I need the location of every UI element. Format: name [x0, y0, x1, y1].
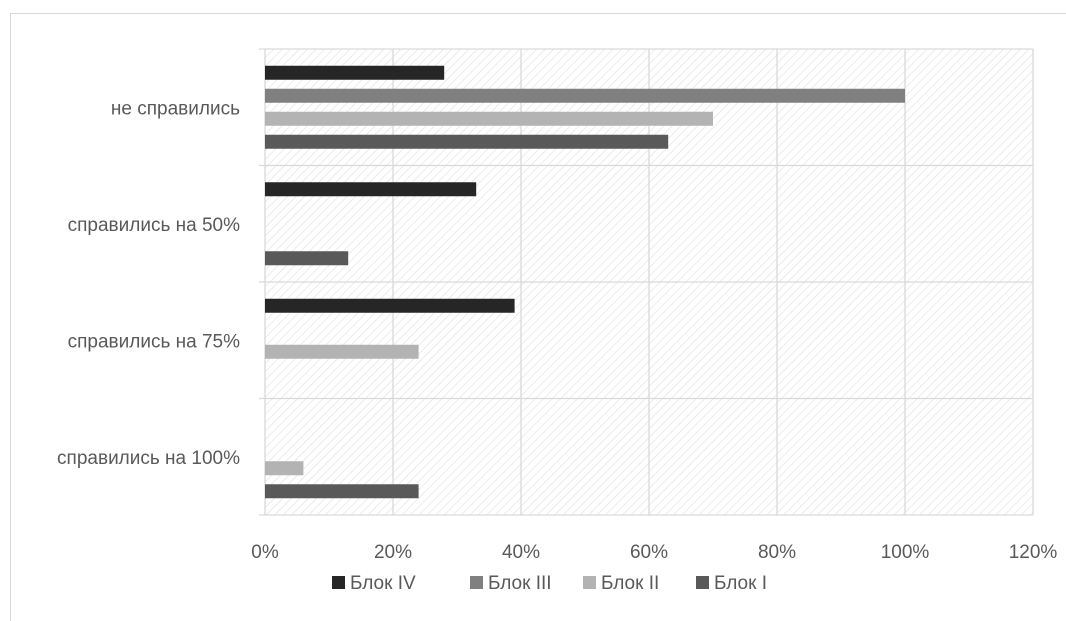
bar	[265, 65, 445, 80]
bar	[265, 88, 905, 103]
legend-label: Блок I	[714, 573, 767, 594]
legend-swatch	[332, 576, 345, 589]
x-tick-label: 80%	[758, 542, 796, 563]
grid-lines	[259, 48, 1034, 516]
category-labels: справились на 100% справились на 75% справ…	[57, 98, 240, 469]
bar	[265, 134, 669, 149]
legend-swatch	[696, 576, 709, 589]
category-label: не справились	[111, 98, 240, 119]
bar	[265, 251, 349, 266]
category-label: справились на 100%	[57, 448, 240, 469]
x-tick-label: 100%	[881, 542, 930, 563]
bar	[265, 461, 304, 476]
x-tick-label: 40%	[502, 542, 540, 563]
bar	[265, 298, 515, 313]
x-tick-label: 120%	[1009, 542, 1058, 563]
bar	[265, 484, 419, 499]
bar	[265, 111, 713, 126]
x-tick-label: 20%	[374, 542, 412, 563]
x-tick-labels: 0% 20% 40% 60% 80% 100% 120%	[251, 542, 1057, 563]
x-tick-label: 0%	[251, 542, 279, 563]
category-label: справились на 75%	[68, 331, 240, 352]
legend-swatch	[470, 576, 483, 589]
category-label: справились на 50%	[68, 215, 240, 236]
bar	[265, 344, 419, 359]
x-tick-label: 60%	[630, 542, 668, 563]
legend-swatch	[583, 576, 596, 589]
bars	[265, 65, 905, 499]
legend-label: Блок II	[601, 573, 659, 594]
bar	[265, 182, 477, 197]
legend-label: Блок III	[488, 573, 552, 594]
legend-label: Блок IV	[350, 573, 416, 594]
legend: Блок IV Блок III Блок II Блок I	[332, 573, 767, 594]
